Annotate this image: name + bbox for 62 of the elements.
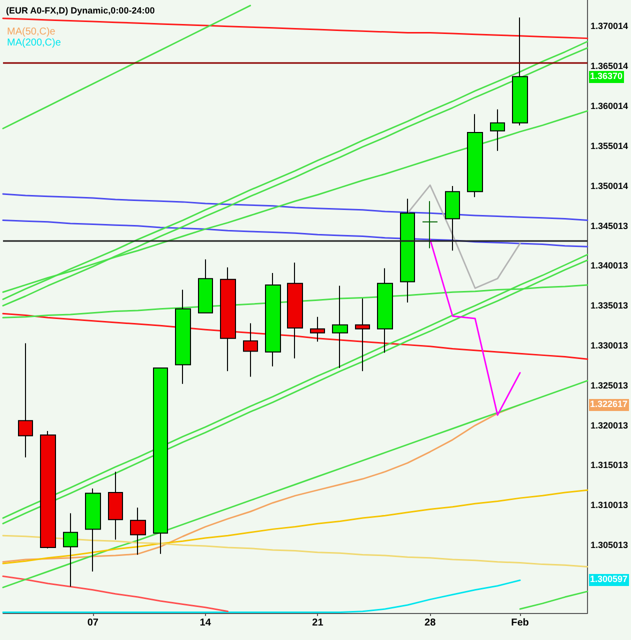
candlestick — [85, 488, 101, 572]
x-tick-label: 28 — [424, 618, 436, 628]
y-tick-label: 1.365014 — [590, 61, 628, 72]
y-tick-label: 1.320013 — [590, 420, 628, 430]
x-tick-label: 21 — [312, 618, 324, 628]
line-series — [406, 184, 521, 289]
line-series — [2, 380, 588, 588]
line-series — [519, 590, 588, 610]
line-series — [2, 220, 588, 248]
annotation: 1.322617 — [589, 398, 629, 411]
candlestick — [355, 298, 370, 372]
y-tick-label: 1.350014 — [590, 180, 628, 191]
text: MA(50,C)e — [7, 26, 56, 38]
candlestick — [512, 17, 528, 126]
y-tick-label: 1.310013 — [590, 500, 628, 510]
candlestick — [40, 430, 56, 549]
text: MA(200,C)e — [7, 38, 62, 48]
y-tick-label: 1.315013 — [590, 460, 628, 470]
annotation: 1.36370 — [589, 70, 624, 83]
candlestick — [18, 342, 33, 458]
line-series — [2, 534, 588, 568]
candlestick — [467, 114, 483, 198]
candlestick — [310, 316, 325, 342]
x-tick-label: 14 — [200, 618, 212, 628]
candlestick — [175, 289, 191, 384]
x-tick-label: 07 — [87, 618, 99, 628]
candlestick — [243, 322, 258, 378]
y-tick-label: 1.345013 — [590, 220, 628, 231]
y-tick-label: 1.355014 — [590, 140, 628, 151]
line-series — [2, 576, 229, 612]
candlestick — [400, 198, 415, 304]
candlestick — [153, 367, 168, 554]
candlestick — [265, 272, 281, 367]
candlestick — [287, 262, 303, 359]
candlestick — [490, 108, 505, 152]
y-tick-label: 1.305013 — [590, 540, 628, 550]
line-series — [2, 489, 588, 564]
candlestick — [332, 285, 348, 368]
line-series — [2, 193, 588, 222]
line-series — [2, 4, 252, 130]
line-series — [2, 580, 521, 613]
candlestick — [422, 200, 438, 249]
y-tick-label: 1.370014 — [590, 21, 628, 32]
y-tick-label: 1.325013 — [590, 380, 628, 390]
candlestick — [130, 507, 146, 556]
y-tick-label: 1.335013 — [590, 300, 628, 311]
annotation: 1.300597 — [589, 574, 629, 586]
text: (EUR A0-FX,D) Dynamic,0:00-24:00 — [6, 6, 155, 16]
candlestick — [198, 258, 213, 314]
y-tick-label: 1.340013 — [590, 260, 628, 271]
candlestick — [108, 471, 123, 540]
line-series — [2, 18, 588, 40]
line-series — [429, 238, 521, 416]
line-series — [2, 404, 521, 563]
candlestick — [63, 512, 78, 588]
y-tick-label: 1.330013 — [590, 340, 628, 351]
line-series — [2, 312, 588, 360]
candlestick — [445, 185, 460, 252]
candlestick — [220, 266, 236, 372]
x-tick-label: Feb — [511, 618, 529, 628]
y-tick-label: 1.360014 — [590, 101, 628, 112]
candlestick — [377, 268, 393, 354]
